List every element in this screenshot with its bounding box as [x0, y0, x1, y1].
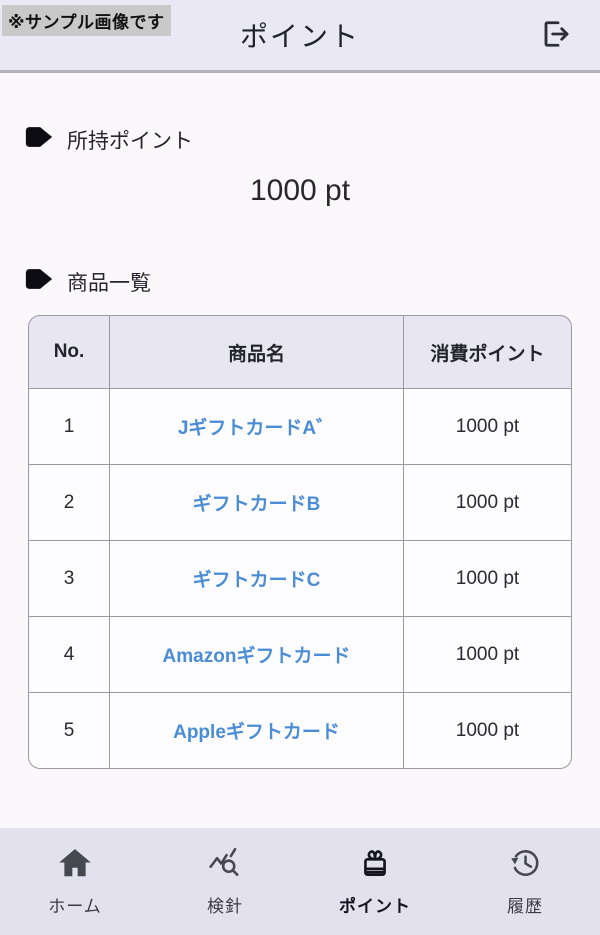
nav-item-history[interactable]: 履歴	[465, 837, 585, 927]
nav-item-points[interactable]: ポイント	[315, 837, 435, 927]
meter-search-icon	[207, 846, 243, 883]
table-row: 4 Amazonギフトカード 1000 pt	[28, 617, 572, 693]
gift-icon	[357, 846, 393, 883]
bottom-navigation: ホーム 検針 ポイント	[0, 828, 600, 935]
table-header-row: No. 商品名 消費ポイント	[28, 315, 572, 389]
product-list-heading: 商品一覧	[25, 267, 600, 297]
table-row: 5 Appleギフトカード 1000 pt	[28, 693, 572, 769]
column-header-no: No.	[28, 315, 110, 389]
product-list-label: 商品一覧	[67, 272, 151, 295]
table-row: 1 JギフトカードA゛ 1000 pt	[28, 389, 572, 465]
column-header-points: 消費ポイント	[404, 315, 572, 389]
product-link[interactable]: ギフトカードB	[192, 494, 321, 515]
tag-bullet-icon	[25, 268, 53, 296]
product-table: No. 商品名 消費ポイント 1 JギフトカードA゛ 1000 pt 2 ギフト…	[28, 315, 572, 769]
app-header: ※サンプル画像です ポイント	[0, 0, 600, 73]
row-points: 1000 pt	[404, 389, 572, 465]
nav-label: 検針	[207, 897, 243, 916]
home-icon	[57, 846, 93, 883]
row-points: 1000 pt	[404, 617, 572, 693]
nav-label: 履歴	[507, 897, 543, 916]
nav-item-home[interactable]: ホーム	[15, 837, 135, 927]
owned-points-label: 所持ポイント	[67, 130, 193, 153]
logout-button[interactable]	[534, 14, 576, 56]
product-link[interactable]: Appleギフトカード	[173, 722, 340, 743]
owned-points-heading: 所持ポイント	[25, 125, 600, 155]
product-link[interactable]: Amazonギフトカード	[162, 646, 351, 667]
logout-icon	[537, 16, 573, 55]
row-number: 5	[28, 693, 110, 769]
row-number: 2	[28, 465, 110, 541]
history-icon	[507, 846, 543, 883]
table-row: 3 ギフトカードC 1000 pt	[28, 541, 572, 617]
row-number: 1	[28, 389, 110, 465]
owned-points-value: 1000 pt	[249, 174, 351, 207]
nav-item-meter-reading[interactable]: 検針	[165, 837, 285, 927]
product-link[interactable]: JギフトカードA゛	[177, 418, 336, 439]
page-title: ポイント	[239, 21, 360, 52]
product-link[interactable]: ギフトカードC	[192, 570, 321, 591]
row-points: 1000 pt	[404, 465, 572, 541]
row-number: 3	[28, 541, 110, 617]
row-number: 4	[28, 617, 110, 693]
sample-image-badge: ※サンプル画像です	[2, 5, 171, 36]
nav-label: ポイント	[339, 897, 411, 916]
row-points: 1000 pt	[404, 693, 572, 769]
table-row: 2 ギフトカードB 1000 pt	[28, 465, 572, 541]
column-header-name: 商品名	[110, 315, 404, 389]
nav-label: ホーム	[48, 897, 102, 916]
row-points: 1000 pt	[404, 541, 572, 617]
tag-bullet-icon	[25, 126, 53, 154]
